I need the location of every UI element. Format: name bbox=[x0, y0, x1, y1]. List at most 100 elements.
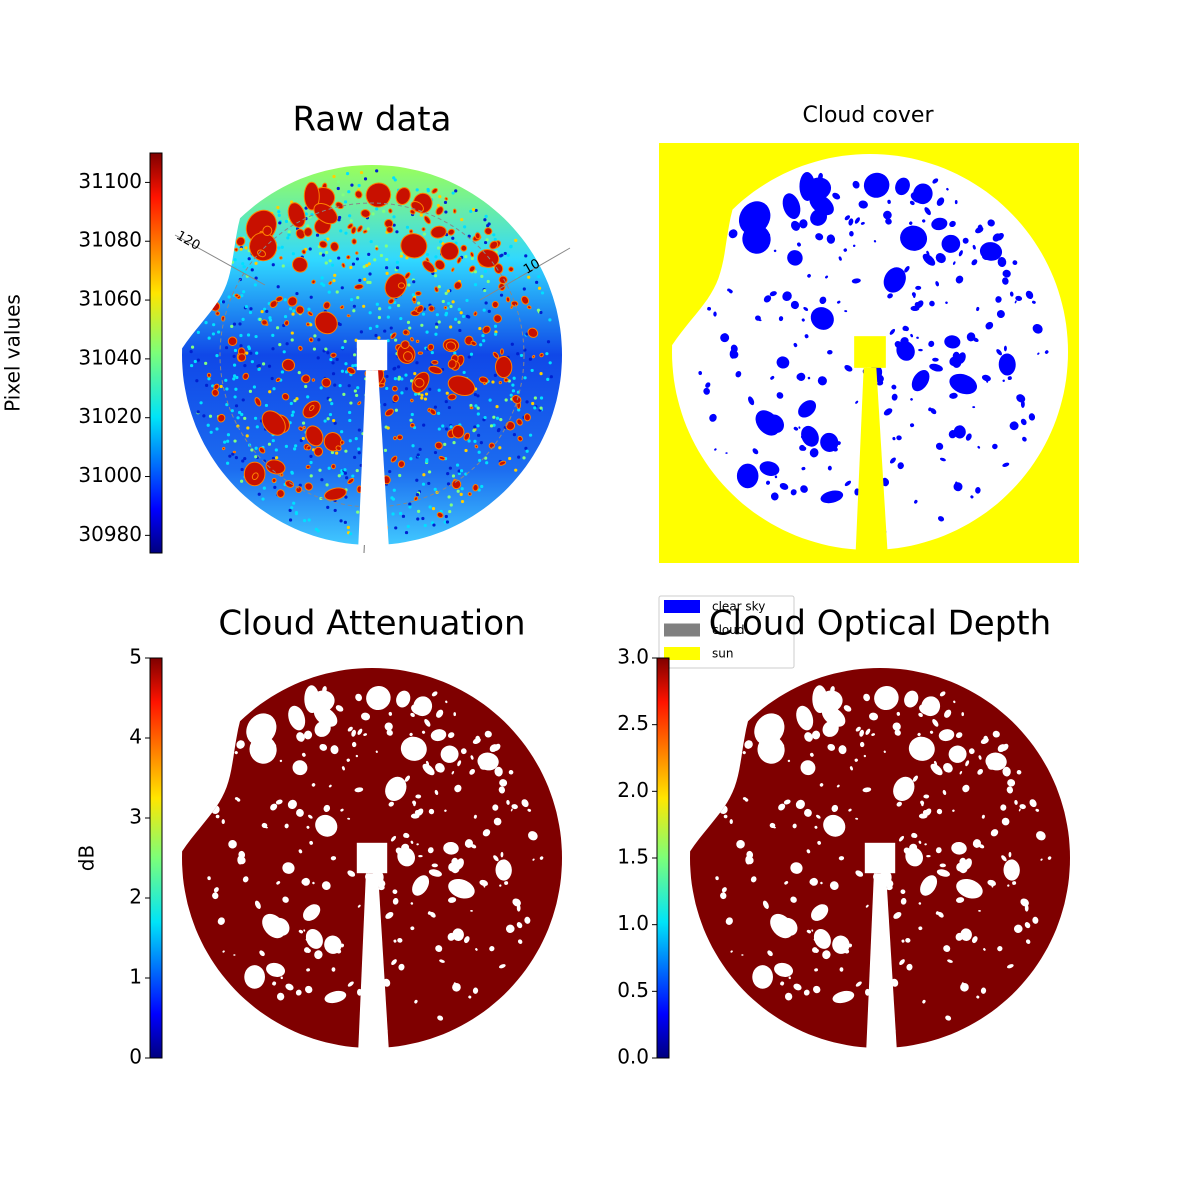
pixel-noise bbox=[423, 397, 428, 401]
pixel-noise bbox=[284, 219, 289, 223]
pixel-noise bbox=[491, 380, 495, 384]
clear-patch bbox=[308, 814, 313, 819]
pixel-noise bbox=[408, 326, 412, 330]
cloud-patch bbox=[311, 279, 316, 285]
cloud-patch bbox=[295, 305, 305, 315]
clear-patch bbox=[953, 700, 956, 704]
pixel-noise bbox=[426, 187, 430, 192]
clear-sky-patch bbox=[954, 199, 958, 205]
clear-patch bbox=[495, 859, 512, 881]
cloud-patch bbox=[431, 187, 438, 194]
cloud-patch bbox=[304, 482, 313, 491]
clear-sky-patch bbox=[742, 224, 771, 254]
pixel-noise bbox=[495, 404, 499, 409]
clear-patch bbox=[489, 744, 498, 753]
clear-sky-patch bbox=[914, 499, 918, 504]
pixel-noise bbox=[472, 429, 476, 433]
pixel-noise bbox=[447, 495, 451, 499]
pixel-noise bbox=[351, 262, 356, 266]
pixel-noise bbox=[527, 275, 531, 279]
pixel-noise bbox=[233, 348, 238, 353]
cloud-patch bbox=[339, 305, 345, 310]
pixel-noise bbox=[353, 389, 357, 393]
pixel-noise bbox=[328, 412, 333, 417]
pixel-noise bbox=[549, 375, 553, 379]
clear-patch bbox=[314, 950, 323, 960]
pixel-noise bbox=[346, 525, 350, 530]
clear-patch bbox=[960, 982, 969, 992]
clear-patch bbox=[436, 709, 444, 718]
clear-patch bbox=[806, 929, 812, 934]
pixel-noise bbox=[393, 377, 398, 381]
clear-patch bbox=[303, 929, 306, 932]
pixel-noise bbox=[250, 268, 254, 272]
clear-sky-patch bbox=[958, 250, 963, 257]
clear-sky-patch bbox=[962, 237, 969, 244]
cloud-patch bbox=[482, 381, 486, 386]
pixel-noise bbox=[512, 433, 517, 437]
pixel-noise bbox=[196, 358, 201, 362]
clear-patch bbox=[280, 976, 283, 980]
pixel-noise bbox=[473, 439, 477, 443]
pixel-noise bbox=[481, 333, 485, 338]
pixel-noise bbox=[304, 212, 308, 216]
clear-patch bbox=[357, 728, 363, 735]
pixel-noise bbox=[227, 295, 231, 299]
pixel-noise bbox=[312, 347, 317, 351]
clear-patch bbox=[528, 831, 538, 841]
clear-patch bbox=[212, 892, 219, 900]
colorbar bbox=[149, 152, 163, 554]
pixel-noise bbox=[351, 364, 355, 368]
clear-patch bbox=[909, 843, 918, 852]
cloud-patch bbox=[526, 305, 532, 310]
pixel-noise bbox=[355, 393, 359, 398]
clear-sky-patch bbox=[815, 233, 824, 241]
clear-patch bbox=[939, 863, 946, 868]
pixel-noise bbox=[522, 287, 526, 291]
clear-patch bbox=[832, 990, 855, 1004]
cloud-patch bbox=[443, 306, 448, 310]
pixel-noise bbox=[377, 336, 381, 340]
clear-patch bbox=[445, 700, 448, 704]
pixel-noise bbox=[457, 471, 462, 476]
clear-patch bbox=[918, 840, 922, 844]
clear-patch bbox=[784, 992, 793, 1001]
cloud-patch bbox=[287, 296, 298, 307]
pixel-noise bbox=[394, 526, 398, 530]
clear-patch bbox=[838, 856, 845, 861]
clear-patch bbox=[477, 752, 499, 771]
pixel-noise bbox=[343, 520, 347, 524]
cloud-patch bbox=[350, 226, 357, 235]
clear-sky-patch bbox=[937, 516, 945, 522]
clear-sky-patch bbox=[855, 400, 859, 404]
pixel-noise bbox=[449, 425, 453, 429]
cloud-patch bbox=[539, 352, 544, 358]
cloud-patch bbox=[257, 249, 266, 258]
clear-patch bbox=[262, 729, 272, 739]
cloud-patch bbox=[434, 286, 439, 293]
pixel-noise bbox=[327, 290, 331, 294]
clear-patch bbox=[306, 825, 310, 829]
clear-sky-patch bbox=[941, 234, 961, 253]
cloud-patch bbox=[388, 298, 395, 305]
clear-patch bbox=[900, 889, 906, 894]
clear-patch bbox=[302, 877, 310, 886]
pixel-noise bbox=[277, 213, 281, 217]
cloud-patch bbox=[295, 486, 303, 494]
clear-patch bbox=[527, 808, 532, 812]
pixel-noise bbox=[495, 416, 500, 420]
clear-patch bbox=[517, 939, 523, 944]
pixel-noise bbox=[343, 468, 347, 472]
clear-sky-patch bbox=[965, 433, 972, 441]
clear-patch bbox=[444, 809, 447, 812]
clear-sky-patch bbox=[936, 197, 945, 206]
clear-patch bbox=[415, 794, 422, 799]
clear-patch bbox=[838, 745, 847, 755]
pixel-noise bbox=[504, 398, 508, 402]
clear-sky-patch bbox=[883, 408, 893, 416]
cloud-patch bbox=[308, 404, 315, 412]
clear-patch bbox=[971, 936, 978, 944]
pixel-noise bbox=[436, 246, 441, 250]
clear-sky-patch bbox=[1031, 300, 1036, 304]
clear-patch bbox=[292, 760, 308, 776]
